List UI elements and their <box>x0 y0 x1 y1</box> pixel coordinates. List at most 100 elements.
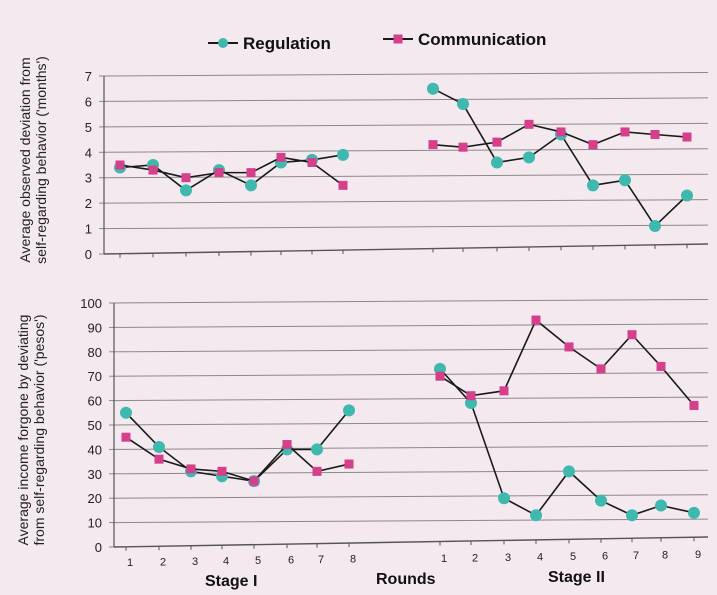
communication-stage1-line <box>125 436 350 483</box>
x-tick-label-stage1: 7 <box>318 554 324 566</box>
regulation-point <box>337 148 349 161</box>
y-tick-label: 6 <box>85 94 92 109</box>
x-tick-label-stage1: 5 <box>255 555 261 567</box>
legend-communication-marker <box>393 34 403 44</box>
x-tick-label-stage1: 8 <box>350 554 356 566</box>
communication-point <box>154 454 164 464</box>
communication-point <box>121 432 131 442</box>
y-tick-label: 90 <box>88 320 102 335</box>
communication-point <box>492 137 502 147</box>
gridline <box>103 199 709 204</box>
y-tick-label: 1 <box>85 222 92 237</box>
regulation-point <box>681 189 693 202</box>
regulation-point <box>626 509 638 522</box>
top-panel: 0 1 2 3 4 5 6 7 Average observed deviation from s… <box>17 56 709 264</box>
communication-point <box>682 132 692 142</box>
legend: Regulation Communication <box>208 30 546 53</box>
communication-point <box>115 160 125 170</box>
regulation-point <box>688 506 700 519</box>
x-tick-label-stage1: 6 <box>288 555 294 567</box>
regulation-point <box>491 156 503 169</box>
gridline <box>113 299 709 304</box>
y-tick-label: 40 <box>88 442 102 457</box>
gridline <box>103 173 709 179</box>
communication-point <box>620 127 630 137</box>
regulation-point <box>343 404 355 417</box>
regulation-point <box>530 509 542 522</box>
x-tick-label-stage2: 2 <box>472 553 478 565</box>
communication-point <box>524 119 534 129</box>
x-tick-label-stage2: 7 <box>633 550 639 562</box>
gridline <box>113 323 709 328</box>
communication-point <box>556 127 566 137</box>
y-tick-label: 20 <box>88 491 102 506</box>
x-tick-label-stage2: 8 <box>662 550 668 562</box>
legend-regulation-marker <box>218 38 228 48</box>
communication-point <box>564 342 574 352</box>
y-tick-label: 50 <box>88 418 102 433</box>
regulation-point <box>311 443 323 456</box>
y-tick-label: 80 <box>88 345 102 360</box>
rounds-label: Rounds <box>376 571 436 588</box>
gridline <box>113 421 709 426</box>
y-tick-label: 7 <box>85 69 92 84</box>
y-tick-label: 60 <box>88 394 102 409</box>
y-tick-label: 0 <box>95 540 102 555</box>
x-tick-label-stage2: 6 <box>602 551 608 563</box>
x-tick-label-stage2: 4 <box>537 552 543 564</box>
communication-point <box>689 400 699 410</box>
gridline <box>113 518 709 524</box>
gridline <box>103 224 709 230</box>
communication-point <box>312 466 322 476</box>
communication-point <box>344 459 354 469</box>
communication-point <box>531 315 541 325</box>
gridline <box>113 347 709 353</box>
communication-point <box>627 330 637 340</box>
legend-communication-label: Communication <box>418 30 546 49</box>
gridline <box>113 372 709 377</box>
y-axis-title-line-1: Average income forgone by deviating <box>15 315 31 546</box>
x-tick-label-stage1: 4 <box>223 556 229 568</box>
communication-stage2-line <box>439 318 695 406</box>
gridline <box>103 72 709 77</box>
regulation-point <box>153 440 165 453</box>
regulation-stage2-line <box>439 368 695 517</box>
communication-point <box>596 364 606 374</box>
y-tick-label: 10 <box>88 516 102 531</box>
x-tick-label-stage2: 3 <box>505 552 511 564</box>
communication-point <box>217 466 227 476</box>
communication-point <box>246 168 256 178</box>
y-tick-label: 70 <box>88 369 102 384</box>
regulation-point <box>619 174 631 187</box>
gridline <box>113 445 709 450</box>
y-tick-label: 2 <box>85 196 92 211</box>
y-axis-title-line-2: self-regarding behavior ('months') <box>33 56 49 264</box>
communication-point <box>428 140 438 150</box>
gridline <box>103 148 709 153</box>
communication-point <box>282 440 292 450</box>
communication-point <box>466 391 476 401</box>
regulation-point <box>523 151 535 164</box>
gridline <box>113 396 709 402</box>
communication-point <box>186 464 196 474</box>
y-tick-label: 0 <box>85 247 92 262</box>
communication-point <box>276 152 286 162</box>
regulation-point <box>655 499 667 512</box>
y-tick-label: 100 <box>80 296 102 311</box>
communication-point <box>214 168 224 178</box>
regulation-point <box>595 494 607 507</box>
x-axis-labels: Stage I Rounds Stage II <box>205 569 605 590</box>
x-tick-label-stage1: 2 <box>160 557 166 569</box>
communication-point <box>458 142 468 152</box>
communication-point <box>181 173 191 183</box>
x-tick-label-stage1: 3 <box>192 556 198 568</box>
stage-1-label: Stage I <box>205 573 257 590</box>
communication-point <box>249 476 259 486</box>
x-tick-label-stage2: 5 <box>570 551 576 563</box>
bottom-panel: 0 10 20 30 40 50 60 70 80 90 100 Average income for… <box>15 296 709 569</box>
communication-stage1-line <box>119 156 344 186</box>
communication-point <box>588 140 598 150</box>
communication-point <box>656 361 666 371</box>
regulation-point <box>245 179 257 192</box>
